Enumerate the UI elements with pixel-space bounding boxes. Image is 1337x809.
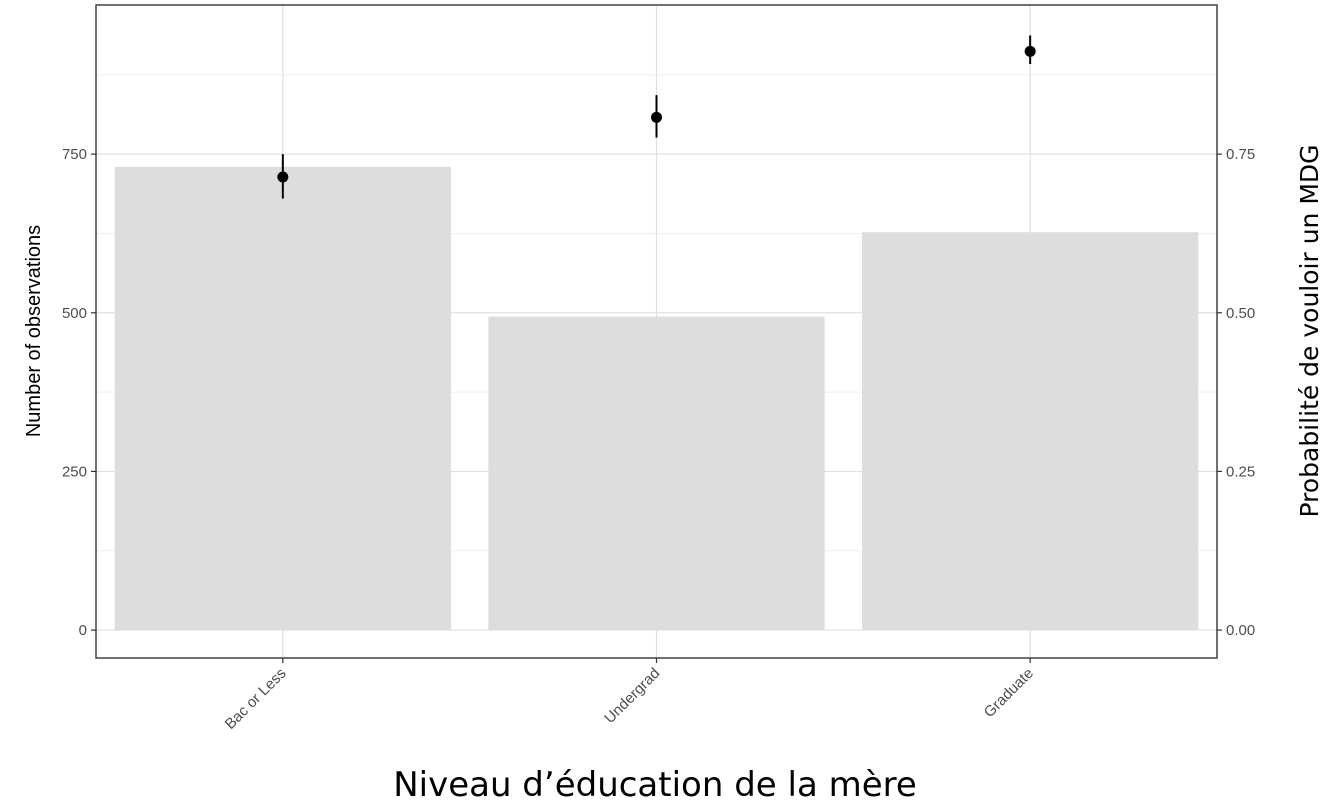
x-axis-tick-label: Undergrad — [601, 665, 663, 727]
left-axis-tick-label: 750 — [62, 146, 87, 163]
right-axis-tick-label: 0.50 — [1226, 305, 1255, 322]
data-point — [277, 171, 289, 183]
x-axis: Bac or Less Undergrad Graduate — [222, 658, 1037, 733]
points-layer — [277, 35, 1036, 199]
data-point — [651, 111, 662, 123]
y-axis-title-right: Probabilité de vouloir un MDG — [1295, 144, 1324, 517]
left-axis-tick-label: 0 — [79, 622, 87, 639]
right-axis: 0.00 0.25 0.50 0.75 — [1217, 146, 1255, 639]
right-axis-tick-label: 0.00 — [1226, 622, 1255, 639]
right-axis-tick-label: 0.75 — [1226, 146, 1255, 163]
bar — [862, 232, 1199, 631]
bars-layer — [114, 166, 1199, 631]
right-axis-tick-label: 0.25 — [1226, 463, 1255, 480]
x-axis-title: Niveau d’éducation de la mère — [393, 765, 917, 805]
bar — [114, 166, 451, 631]
left-axis-tick-label: 500 — [62, 305, 87, 322]
bar — [488, 316, 825, 631]
y-axis-title-left: Number of observations — [23, 225, 45, 437]
x-axis-tick-label: Bac or Less — [222, 665, 290, 733]
left-axis-tick-label: 250 — [62, 463, 87, 480]
x-axis-tick-label: Graduate — [981, 665, 1037, 721]
left-axis: 0 250 500 750 — [62, 146, 96, 639]
data-point — [1024, 45, 1036, 57]
